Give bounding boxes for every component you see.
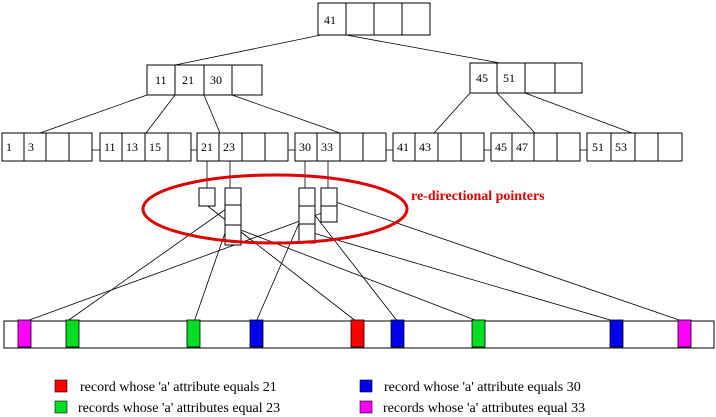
leaf-node-6: 45 47 xyxy=(490,132,581,162)
internal-key: 30 xyxy=(210,73,222,87)
record-marker-green xyxy=(186,319,201,348)
record-marker-blue xyxy=(390,319,405,348)
pointer-to-record-edges xyxy=(23,199,686,323)
legend-swatch xyxy=(359,400,373,414)
legend-swatch xyxy=(54,400,68,414)
internal-key: 11 xyxy=(155,73,167,87)
leaf-node-2: 11 13 15 xyxy=(99,132,192,162)
leaf-key: 13 xyxy=(126,140,138,154)
record-marker-magenta xyxy=(17,319,32,348)
internal-key: 21 xyxy=(182,73,194,87)
leaf-key: 21 xyxy=(201,140,213,154)
legend-swatch xyxy=(359,379,373,393)
legend: record whose 'a' attribute equals 21 rec… xyxy=(54,379,585,416)
pointer-highlight-ellipse xyxy=(141,173,409,245)
record-marker-blue xyxy=(249,319,264,348)
leaf-key: 45 xyxy=(495,140,507,154)
record-marker-red xyxy=(350,319,365,348)
leaf-key: 1 xyxy=(6,140,12,154)
leaf-key: 53 xyxy=(615,140,627,154)
leaf-node-4: 30 33 xyxy=(294,132,387,162)
internal-node-left: 11 21 30 xyxy=(146,64,263,96)
leaf-key: 51 xyxy=(592,140,604,154)
record-marker-blue xyxy=(609,319,624,348)
leaf-node-1: 1 3 xyxy=(1,132,93,162)
redirection-pointer-block-21 xyxy=(198,187,216,207)
redirection-pointer-block-30 xyxy=(298,187,316,244)
record-marker-green xyxy=(65,319,80,348)
leaf-key: 41 xyxy=(397,140,409,154)
leaf-key: 33 xyxy=(321,140,333,154)
record-marker-magenta xyxy=(677,319,692,348)
annotation-label: re-directional pointers xyxy=(411,189,545,204)
internal-node-right: 45 51 xyxy=(469,62,583,94)
leaf-key: 11 xyxy=(104,140,116,154)
legend-label: record whose 'a' attribute equals 30 xyxy=(384,380,581,395)
internal-key: 45 xyxy=(476,71,488,85)
root-key: 41 xyxy=(324,13,336,27)
legend-label: record whose 'a' attribute equals 21 xyxy=(80,380,277,395)
leaf-key: 15 xyxy=(149,140,161,154)
redirection-pointer-block-33 xyxy=(320,187,338,223)
data-file-records xyxy=(17,319,692,348)
leaf-node-5: 41 43 xyxy=(392,132,485,162)
leaf-key: 30 xyxy=(299,140,311,154)
leaf-key: 3 xyxy=(28,140,34,154)
leaf-key: 23 xyxy=(223,140,235,154)
legend-label: records whose 'a' attributes equal 33 xyxy=(383,401,585,416)
leaf-key: 47 xyxy=(516,140,528,154)
record-marker-green xyxy=(471,319,486,348)
legend-swatch xyxy=(54,379,68,393)
legend-label: records whose 'a' attributes equal 23 xyxy=(78,401,280,416)
tree-edges xyxy=(39,34,633,151)
internal-key: 51 xyxy=(503,71,515,85)
leaf-node-3: 21 23 xyxy=(196,132,289,162)
leaf-key: 43 xyxy=(419,140,431,154)
root-node: 41 xyxy=(317,2,431,36)
redirection-pointer-block-23 xyxy=(224,187,242,246)
leaf-node-7: 51 53 xyxy=(586,132,683,162)
